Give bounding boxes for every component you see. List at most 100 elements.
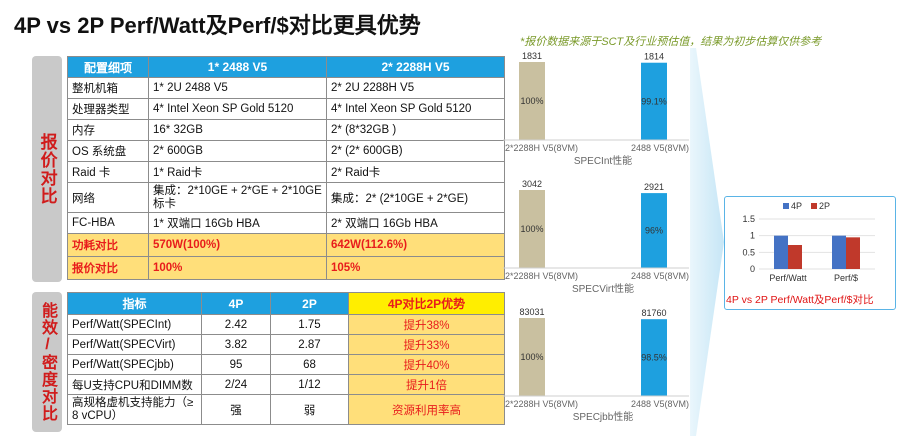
column-header: 指标 — [67, 292, 202, 315]
table-cell: 网络 — [67, 182, 149, 213]
mini-chart-caption: 4P vs 2P Perf/Watt及Perf/$对比 — [726, 294, 874, 306]
category-label: Perf/$ — [834, 273, 858, 283]
table-cell: 高规格虚机支持能力（≥ 8 vCPU） — [67, 394, 202, 425]
bar-percent-label: 96% — [645, 226, 663, 236]
table-cell: 1* Raid卡 — [148, 161, 327, 183]
table-cell: 642W(112.6%) — [326, 233, 505, 257]
bar — [519, 62, 545, 140]
bar — [519, 190, 545, 268]
table-row: Perf/Watt(SPECVirt) 3.82 2.87 提升33% — [67, 334, 505, 355]
data-source-note: *报价数据来源于SCT及行业预估值，结果为初步估算仅供参考 — [520, 36, 822, 48]
table-cell: 资源利用率高 — [348, 394, 505, 425]
chart-svg: 1831 100% 1814 99.1% 2*2288H V5(8VM) 2488 V5(… — [503, 51, 689, 167]
bar — [788, 245, 802, 269]
column-header: 1* 2488 V5 — [148, 56, 327, 78]
specjbb-chart: 83031 100% 81760 98.5% 2*2288H V5(8VM) 2488 V… — [503, 306, 703, 426]
table-row: 内存 16* 32GB 2* (8*32GB ) — [67, 119, 505, 141]
table-cell: 弱 — [270, 394, 349, 425]
bar-value-label: 1831 — [522, 51, 542, 61]
category-label: 2488 V5(8VM) — [631, 399, 689, 409]
chart-title: SPECjbb性能 — [573, 410, 634, 423]
side-label-efficiency: 能效/密度对比 — [32, 292, 62, 432]
perf-comparison-mini-chart: 4P 2P 0 0.5 1 1.5 Perf/Watt Perf/$ — [724, 196, 896, 310]
bar-percent-label: 100% — [520, 96, 543, 106]
y-tick-label: 0.5 — [742, 247, 755, 257]
table-row: 高规格虚机支持能力（≥ 8 vCPU） 强 弱 资源利用率高 — [67, 394, 505, 425]
table-cell: 4* Intel Xeon SP Gold 5120 — [326, 98, 505, 120]
table-cell: 1.75 — [270, 314, 349, 335]
table-cell: 100% — [148, 256, 327, 280]
bar-value-label: 81760 — [641, 308, 666, 318]
table-cell: 16* 32GB — [148, 119, 327, 141]
table-row-price: 报价对比 100% 105% — [67, 256, 505, 280]
table-cell: 1* 2U 2488 V5 — [148, 77, 327, 99]
table-cell: 整机机箱 — [67, 77, 149, 99]
table-cell: 提升38% — [348, 314, 505, 335]
legend-label: 4P — [791, 201, 802, 211]
table-row: 每U支持CPU和DIMM数 2/24 1/12 提升1倍 — [67, 374, 505, 395]
table-cell: 2* Raid卡 — [326, 161, 505, 183]
bar-percent-label: 100% — [520, 224, 543, 234]
table-cell: 95 — [201, 354, 271, 375]
bar-value-label: 3042 — [522, 179, 542, 189]
bar — [846, 237, 860, 269]
table-cell: 处理器类型 — [67, 98, 149, 120]
table-cell: Perf/Watt(SPECVirt) — [67, 334, 202, 355]
table-row: Perf/Watt(SPECjbb) 95 68 提升40% — [67, 354, 505, 375]
table-header-row: 指标 4P 2P 4P对比2P优势 — [67, 292, 505, 315]
table-cell: 提升1倍 — [348, 374, 505, 395]
bar — [641, 319, 667, 396]
bar-value-label: 2921 — [644, 182, 664, 192]
bar — [519, 318, 545, 396]
table-row: 处理器类型 4* Intel Xeon SP Gold 5120 4* Inte… — [67, 98, 505, 120]
table-row: 网络 集成：2*10GE + 2*GE + 2*10GE标卡 集成：2* (2*… — [67, 182, 505, 213]
side-label-price: 报价对比 — [32, 56, 62, 282]
bar — [832, 235, 846, 269]
table-row: Perf/Watt(SPECInt) 2.42 1.75 提升38% — [67, 314, 505, 335]
config-comparison-table: 配置细项 1* 2488 V5 2* 2288H V5 整机机箱 1* 2U 2… — [67, 56, 505, 280]
column-header: 4P对比2P优势 — [348, 292, 505, 315]
table-cell: 提升33% — [348, 334, 505, 355]
chevron-arrow-icon — [690, 48, 724, 436]
table-cell: FC-HBA — [67, 212, 149, 234]
bar — [641, 193, 667, 268]
table-cell: 2.87 — [270, 334, 349, 355]
bar-percent-label: 100% — [520, 352, 543, 362]
table-row: 整机机箱 1* 2U 2488 V5 2* 2U 2288H V5 — [67, 77, 505, 99]
table-cell: Raid 卡 — [67, 161, 149, 183]
y-tick-label: 1.5 — [742, 214, 755, 224]
legend-swatch — [811, 203, 817, 209]
category-label: 2488 V5(8VM) — [631, 271, 689, 281]
bar — [774, 235, 788, 269]
table-cell: 提升40% — [348, 354, 505, 375]
table-cell: 1* 双端口 16Gb HBA — [148, 212, 327, 234]
table-cell: OS 系统盘 — [67, 140, 149, 162]
chart-svg: 3042 100% 2921 96% 2*2288H V5(8VM) 2488 V5(8V… — [503, 179, 689, 295]
table-cell: 2* (8*32GB ) — [326, 119, 505, 141]
column-header: 4P — [201, 292, 271, 315]
table-cell: 集成：2* (2*10GE + 2*GE) — [326, 182, 505, 213]
category-label: Perf/Watt — [769, 273, 807, 283]
bar-percent-label: 99.1% — [641, 96, 667, 106]
table-row: OS 系统盘 2* 600GB 2* (2* 600GB) — [67, 140, 505, 162]
category-label: 2*2288H V5(8VM) — [505, 399, 578, 409]
bar-value-label: 83031 — [519, 307, 544, 317]
chart-title: SPECVirt性能 — [572, 282, 634, 295]
legend-swatch — [783, 203, 789, 209]
column-header: 2P — [270, 292, 349, 315]
category-label: 2*2288H V5(8VM) — [505, 143, 578, 153]
category-label: 2*2288H V5(8VM) — [505, 271, 578, 281]
column-header: 配置细项 — [67, 56, 149, 78]
table-cell: 强 — [201, 394, 271, 425]
table-cell: 3.82 — [201, 334, 271, 355]
table-cell: 2* 双端口 16Gb HBA — [326, 212, 505, 234]
table-cell: 2* (2* 600GB) — [326, 140, 505, 162]
bar-value-label: 1814 — [644, 52, 664, 62]
table-row: FC-HBA 1* 双端口 16Gb HBA 2* 双端口 16Gb HBA — [67, 212, 505, 234]
specint-chart: 1831 100% 1814 99.1% 2*2288H V5(8VM) 2488 V5(… — [503, 50, 703, 170]
table-header-row: 配置细项 1* 2488 V5 2* 2288H V5 — [67, 56, 505, 78]
category-label: 2488 V5(8VM) — [631, 143, 689, 153]
specvirt-chart: 3042 100% 2921 96% 2*2288H V5(8VM) 2488 V5(8V… — [503, 178, 703, 298]
table-cell: 集成：2*10GE + 2*GE + 2*10GE标卡 — [148, 182, 327, 213]
table-cell: 内存 — [67, 119, 149, 141]
